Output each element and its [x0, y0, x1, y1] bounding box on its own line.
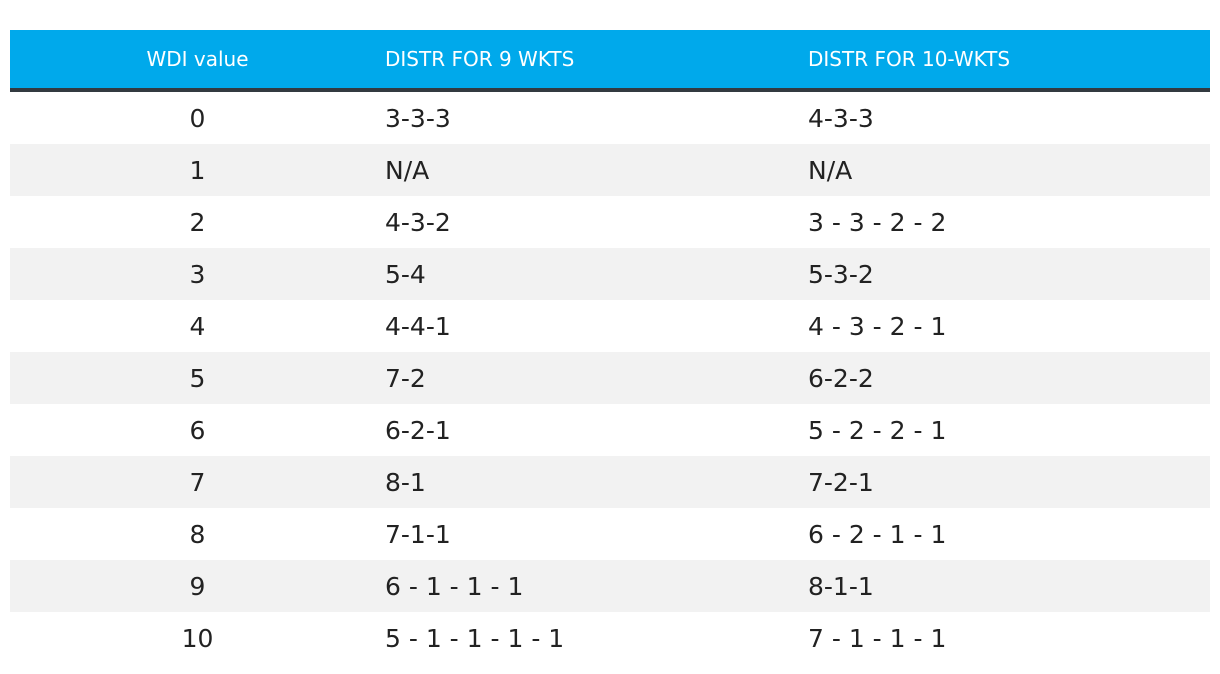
- cell-wdi-value: 2: [189, 207, 206, 237]
- cell-distr-9: 3-3-3: [385, 103, 451, 133]
- cell-distr-9: N/A: [385, 155, 430, 185]
- table-row: 2 4-3-2 3 - 3 - 2 - 2: [10, 196, 1210, 248]
- cell-distr-9: 6 - 1 - 1 - 1: [385, 571, 524, 601]
- cell-wdi-value: 0: [189, 103, 206, 133]
- wdi-distribution-table: WDI value DISTR FOR 9 WKTS DISTR FOR 10-…: [10, 30, 1210, 664]
- cell-distr-10: 3 - 3 - 2 - 2: [808, 207, 947, 237]
- table-row: 1 N/A N/A: [10, 144, 1210, 196]
- cell-distr-10: N/A: [808, 155, 853, 185]
- cell-distr-9: 4-4-1: [385, 311, 451, 341]
- table-row: 6 6-2-1 5 - 2 - 2 - 1: [10, 404, 1210, 456]
- cell-wdi-value: 5: [189, 363, 206, 393]
- cell-distr-10: 6 - 2 - 1 - 1: [808, 519, 947, 549]
- cell-distr-10: 4-3-3: [808, 103, 874, 133]
- cell-distr-10: 7 - 1 - 1 - 1: [808, 623, 947, 653]
- cell-wdi-value: 4: [189, 311, 206, 341]
- table-row: 10 5 - 1 - 1 - 1 - 1 7 - 1 - 1 - 1: [10, 612, 1210, 664]
- cell-distr-10: 5 - 2 - 2 - 1: [808, 415, 947, 445]
- cell-wdi-value: 3: [189, 259, 206, 289]
- cell-distr-9: 5-4: [385, 259, 426, 289]
- cell-distr-9: 6-2-1: [385, 415, 451, 445]
- cell-wdi-value: 8: [189, 519, 206, 549]
- cell-wdi-value: 7: [189, 467, 206, 497]
- cell-wdi-value: 9: [189, 571, 206, 601]
- cell-wdi-value: 6: [189, 415, 206, 445]
- cell-distr-9: 4-3-2: [385, 207, 451, 237]
- cell-distr-10: 6-2-2: [808, 363, 874, 393]
- cell-distr-10: 4 - 3 - 2 - 1: [808, 311, 947, 341]
- cell-distr-10: 8-1-1: [808, 571, 874, 601]
- cell-wdi-value: 1: [189, 155, 206, 185]
- table-row: 8 7-1-1 6 - 2 - 1 - 1: [10, 508, 1210, 560]
- cell-distr-9: 5 - 1 - 1 - 1 - 1: [385, 623, 565, 653]
- cell-distr-9: 7-1-1: [385, 519, 451, 549]
- cell-distr-9: 8-1: [385, 467, 426, 497]
- cell-wdi-value: 10: [181, 623, 214, 653]
- header-distr-9-wkts: DISTR FOR 9 WKTS: [385, 47, 575, 71]
- table-row: 0 3-3-3 4-3-3: [10, 92, 1210, 144]
- cell-distr-9: 7-2: [385, 363, 426, 393]
- header-distr-10-wkts: DISTR FOR 10-WKTS: [808, 47, 1011, 71]
- cell-distr-10: 5-3-2: [808, 259, 874, 289]
- table-row: 7 8-1 7-2-1: [10, 456, 1210, 508]
- cell-distr-10: 7-2-1: [808, 467, 874, 497]
- table-header: WDI value DISTR FOR 9 WKTS DISTR FOR 10-…: [10, 30, 1210, 92]
- table-row: 4 4-4-1 4 - 3 - 2 - 1: [10, 300, 1210, 352]
- table-row: 9 6 - 1 - 1 - 1 8-1-1: [10, 560, 1210, 612]
- header-wdi-value: WDI value: [146, 47, 249, 71]
- table-row: 3 5-4 5-3-2: [10, 248, 1210, 300]
- table-row: 5 7-2 6-2-2: [10, 352, 1210, 404]
